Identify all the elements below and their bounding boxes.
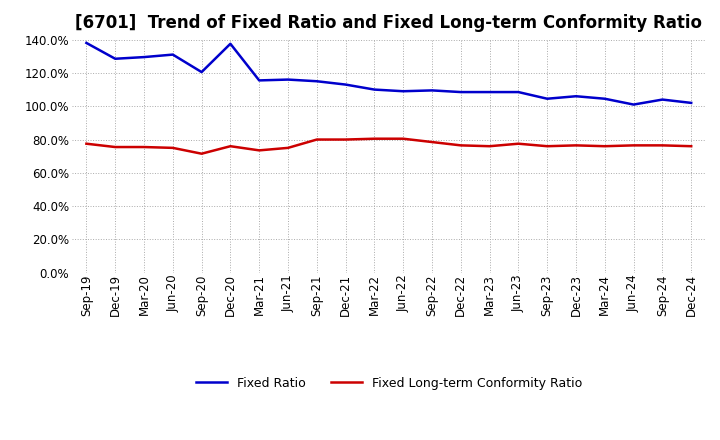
Fixed Long-term Conformity Ratio bbox=[312, 137, 321, 142]
Fixed Ratio bbox=[341, 82, 350, 87]
Fixed Ratio bbox=[687, 100, 696, 106]
Fixed Long-term Conformity Ratio bbox=[629, 143, 638, 148]
Fixed Ratio bbox=[658, 97, 667, 102]
Fixed Ratio bbox=[226, 41, 235, 46]
Fixed Long-term Conformity Ratio bbox=[658, 143, 667, 148]
Fixed Long-term Conformity Ratio bbox=[140, 144, 148, 150]
Fixed Ratio bbox=[312, 79, 321, 84]
Fixed Long-term Conformity Ratio bbox=[600, 143, 609, 149]
Fixed Long-term Conformity Ratio bbox=[82, 141, 91, 147]
Fixed Long-term Conformity Ratio bbox=[341, 137, 350, 142]
Fixed Long-term Conformity Ratio bbox=[197, 151, 206, 156]
Fixed Ratio bbox=[485, 89, 494, 95]
Fixed Ratio bbox=[82, 40, 91, 46]
Fixed Long-term Conformity Ratio bbox=[284, 145, 292, 150]
Fixed Long-term Conformity Ratio bbox=[370, 136, 379, 141]
Fixed Ratio bbox=[600, 96, 609, 101]
Fixed Ratio bbox=[255, 78, 264, 83]
Title: [6701]  Trend of Fixed Ratio and Fixed Long-term Conformity Ratio: [6701] Trend of Fixed Ratio and Fixed Lo… bbox=[76, 15, 702, 33]
Fixed Ratio bbox=[428, 88, 436, 93]
Fixed Long-term Conformity Ratio bbox=[226, 143, 235, 149]
Fixed Ratio bbox=[197, 70, 206, 75]
Fixed Long-term Conformity Ratio bbox=[255, 148, 264, 153]
Fixed Long-term Conformity Ratio bbox=[514, 141, 523, 147]
Fixed Long-term Conformity Ratio bbox=[572, 143, 580, 148]
Fixed Ratio bbox=[168, 52, 177, 57]
Fixed Ratio bbox=[572, 94, 580, 99]
Legend: Fixed Ratio, Fixed Long-term Conformity Ratio: Fixed Ratio, Fixed Long-term Conformity … bbox=[191, 372, 587, 395]
Line: Fixed Long-term Conformity Ratio: Fixed Long-term Conformity Ratio bbox=[86, 139, 691, 154]
Fixed Ratio bbox=[629, 102, 638, 107]
Fixed Long-term Conformity Ratio bbox=[399, 136, 408, 141]
Fixed Ratio bbox=[399, 88, 408, 94]
Fixed Ratio bbox=[543, 96, 552, 101]
Fixed Ratio bbox=[456, 89, 465, 95]
Fixed Long-term Conformity Ratio bbox=[111, 144, 120, 150]
Fixed Ratio bbox=[514, 89, 523, 95]
Fixed Ratio bbox=[140, 55, 148, 60]
Fixed Long-term Conformity Ratio bbox=[456, 143, 465, 148]
Fixed Ratio bbox=[284, 77, 292, 82]
Fixed Long-term Conformity Ratio bbox=[168, 145, 177, 150]
Line: Fixed Ratio: Fixed Ratio bbox=[86, 43, 691, 105]
Fixed Long-term Conformity Ratio bbox=[485, 143, 494, 149]
Fixed Ratio bbox=[370, 87, 379, 92]
Fixed Ratio bbox=[111, 56, 120, 62]
Fixed Long-term Conformity Ratio bbox=[543, 143, 552, 149]
Fixed Long-term Conformity Ratio bbox=[428, 139, 436, 145]
Fixed Long-term Conformity Ratio bbox=[687, 143, 696, 149]
